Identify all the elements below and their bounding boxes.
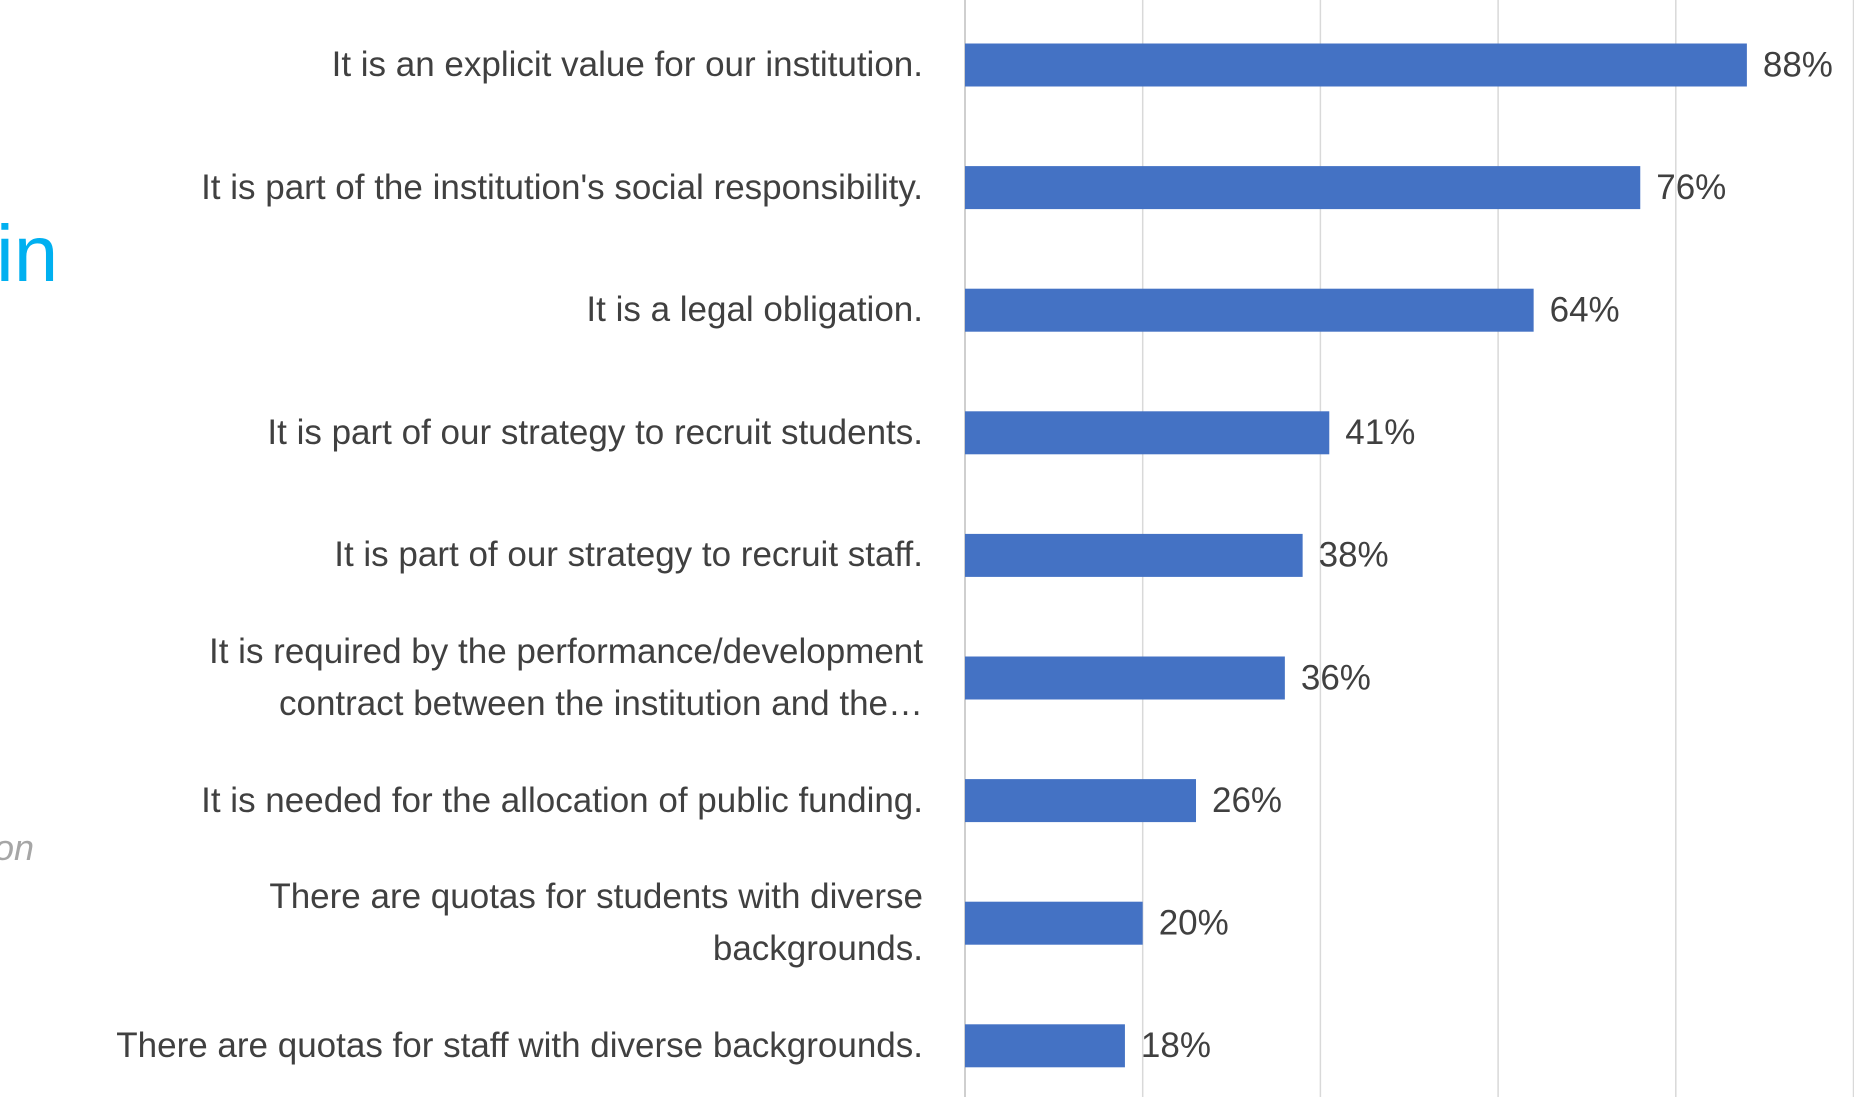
category-label: There are quotas for students with diver… [269,877,923,969]
category-label: It is part of our strategy to recruit st… [267,412,923,452]
bar [965,43,1747,87]
value-label: 76% [1656,168,1726,207]
value-label: 20% [1159,903,1229,942]
category-label: It is part of the institution's social r… [201,167,923,207]
value-label: 38% [1319,536,1389,575]
category-label: It is a legal obligation. [586,290,923,330]
category-label: It is part of our strategy to recruit st… [334,535,923,575]
category-label: It is required by the performance/develo… [209,632,923,723]
value-label: 36% [1301,658,1371,697]
category-label: It is needed for the allocation of publi… [201,780,923,820]
bar [965,533,1303,577]
category-label: There are quotas for staff with diverse … [116,1025,923,1065]
value-label: 26% [1212,781,1282,820]
bar [965,1024,1125,1068]
bar [965,901,1143,945]
value-label: 64% [1550,290,1620,329]
background-text: on [0,827,35,868]
bar [965,411,1330,455]
value-label: 41% [1345,413,1415,452]
value-label: 88% [1763,45,1833,84]
bar [965,288,1534,332]
bar [965,779,1197,823]
category-label: It is an explicit value for our institut… [331,45,923,84]
value-label: 18% [1141,1026,1211,1065]
bar [965,656,1285,700]
background-text: in [0,209,59,298]
bar [965,166,1641,210]
